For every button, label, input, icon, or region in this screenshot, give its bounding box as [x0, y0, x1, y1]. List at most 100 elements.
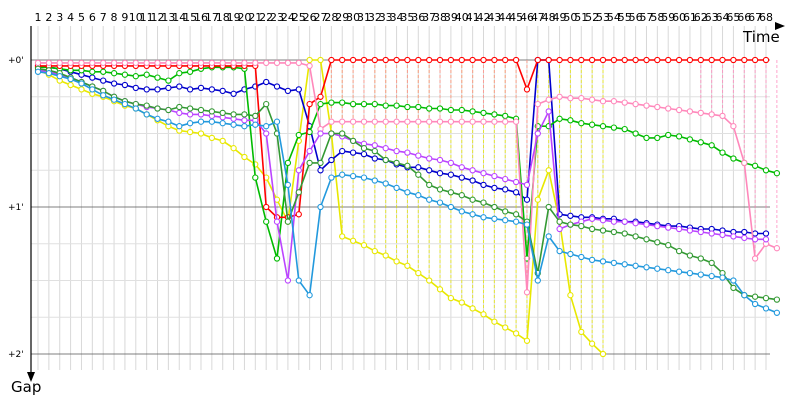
data-point — [208, 86, 216, 93]
data-point — [34, 68, 42, 75]
data-point — [665, 224, 672, 231]
data-point — [230, 59, 237, 67]
data-point — [632, 130, 639, 137]
data-point — [176, 103, 183, 111]
data-point — [762, 167, 770, 174]
data-point — [317, 56, 324, 64]
x-tick-label: 35 — [400, 11, 414, 24]
data-point — [751, 300, 759, 308]
data-point — [534, 277, 541, 284]
data-point — [165, 84, 172, 92]
data-point — [371, 177, 378, 184]
data-point — [697, 255, 704, 262]
data-point — [751, 236, 759, 243]
data-point — [78, 86, 85, 93]
data-point — [56, 59, 63, 67]
data-point — [708, 142, 715, 149]
data-point — [252, 59, 259, 67]
data-point — [708, 230, 715, 237]
x-axis-arrow — [775, 22, 785, 30]
data-point — [512, 118, 520, 125]
data-point — [480, 181, 487, 189]
data-point — [165, 106, 172, 114]
data-point — [480, 170, 487, 177]
data-point — [632, 100, 639, 108]
data-point — [469, 167, 476, 174]
x-tick-label: 23 — [270, 11, 284, 24]
data-point — [317, 167, 324, 174]
data-point — [208, 108, 216, 115]
data-point — [230, 90, 237, 97]
data-point — [469, 108, 476, 115]
x-tick-label: 15 — [183, 11, 197, 24]
x-tick-label: 47 — [531, 11, 545, 24]
data-point — [447, 294, 455, 302]
data-point — [751, 56, 759, 64]
data-point — [393, 118, 400, 125]
data-point — [762, 294, 770, 302]
data-point — [219, 120, 226, 127]
data-point — [132, 59, 139, 67]
data-point — [697, 228, 704, 236]
data-point — [143, 59, 150, 67]
data-point — [599, 217, 607, 224]
data-point — [686, 252, 694, 259]
data-point — [349, 56, 357, 64]
data-point — [458, 56, 465, 64]
data-point — [263, 78, 270, 86]
data-point — [306, 100, 313, 108]
data-point — [534, 100, 541, 108]
data-point — [502, 175, 509, 183]
data-point — [512, 56, 520, 64]
x-tick-label: 53 — [596, 11, 610, 24]
data-point — [143, 71, 150, 78]
data-point — [186, 120, 194, 127]
data-point — [458, 106, 465, 114]
data-point — [458, 192, 465, 199]
x-tick-label: 13 — [161, 11, 175, 24]
data-point — [741, 228, 748, 236]
data-point — [339, 130, 346, 137]
data-point — [78, 59, 85, 67]
data-point — [567, 250, 574, 258]
x-tick-label: 3 — [56, 11, 63, 24]
data-point — [523, 86, 531, 93]
data-point — [621, 99, 628, 106]
x-tick-label: 6 — [89, 11, 96, 24]
data-point — [578, 120, 585, 127]
data-point — [415, 56, 422, 64]
data-point — [534, 130, 541, 137]
data-point — [415, 118, 422, 125]
data-point — [339, 233, 346, 240]
data-point — [588, 225, 596, 233]
data-point — [502, 112, 509, 120]
data-point — [241, 117, 248, 124]
data-point — [545, 56, 552, 64]
data-point — [545, 108, 552, 115]
x-tick-label: 28 — [324, 11, 338, 24]
data-point — [404, 118, 411, 125]
data-point — [284, 181, 292, 189]
data-point — [295, 86, 302, 93]
x-tick-label: 4 — [67, 11, 74, 24]
data-point — [632, 220, 639, 227]
x-tick-label: 19 — [227, 11, 241, 24]
data-point — [719, 56, 726, 64]
data-point — [512, 330, 520, 337]
data-point — [762, 56, 770, 64]
data-point — [469, 305, 476, 312]
x-tick-label: 58 — [650, 11, 664, 24]
data-point — [567, 292, 574, 299]
data-point — [588, 256, 596, 264]
data-point — [643, 221, 650, 228]
data-point — [469, 177, 476, 184]
data-point — [208, 118, 216, 125]
x-tick-label: 48 — [542, 11, 556, 24]
data-point — [415, 164, 422, 171]
data-point — [263, 130, 270, 137]
data-point — [773, 309, 781, 316]
data-point — [447, 171, 455, 178]
x-tick-label: 7 — [100, 11, 107, 24]
data-point — [415, 103, 422, 111]
data-point — [578, 56, 585, 64]
